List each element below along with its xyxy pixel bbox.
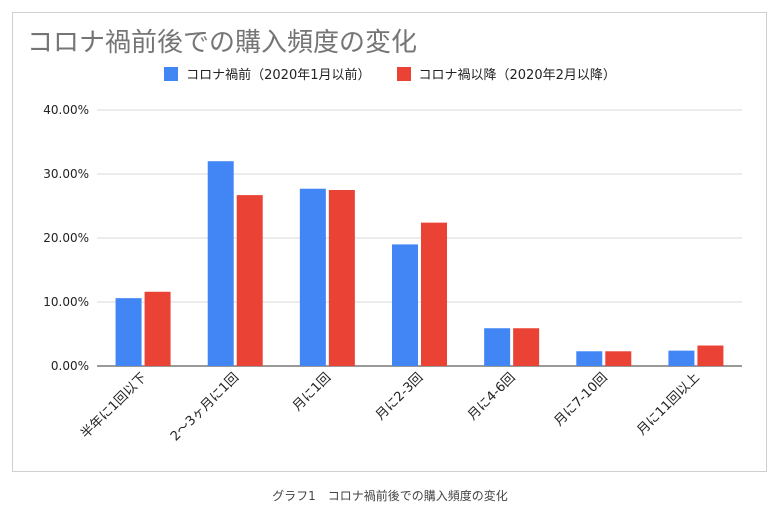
bar-before	[299, 188, 326, 366]
legend-swatch-after	[396, 66, 411, 81]
chart-title: コロナ禍前後での購入頻度の変化	[27, 28, 418, 58]
bar-before	[668, 350, 695, 366]
bar-before	[115, 298, 142, 366]
x-tick-label: 月に2-3回	[373, 370, 426, 423]
x-tick-label: 月に1回	[290, 370, 334, 414]
legend-swatch-before	[164, 66, 179, 81]
bar-after	[605, 351, 632, 366]
bar-after	[513, 328, 540, 366]
bar-after	[144, 291, 171, 366]
legend-item-after: コロナ禍以降（2020年2月以降）	[396, 64, 616, 83]
legend-label-before: コロナ禍前（2020年1月以前）	[186, 68, 371, 83]
bar-before	[576, 351, 603, 366]
bar-after	[236, 195, 263, 366]
y-tick-label: 20.00%	[43, 231, 89, 245]
x-tick-label: 月に11回以上	[634, 370, 702, 438]
bar-after	[697, 345, 724, 366]
legend-label-after: コロナ禍以降（2020年2月以降）	[418, 68, 616, 83]
chart-frame	[12, 12, 767, 472]
chart-legend: コロナ禍前（2020年1月以前） コロナ禍以降（2020年2月以降）	[0, 64, 780, 83]
bar-after	[328, 190, 355, 366]
y-tick-label: 10.00%	[43, 295, 89, 309]
y-tick-label: 0.00%	[51, 359, 89, 373]
bar-before	[207, 161, 234, 366]
x-tick-label: 半年に1回以下	[78, 370, 150, 442]
bar-after	[421, 222, 447, 366]
y-tick-label: 30.00%	[43, 167, 89, 181]
legend-item-before: コロナ禍前（2020年1月以前）	[164, 64, 371, 83]
bar-before	[392, 244, 418, 366]
x-tick-label: 月に7-10回	[552, 370, 611, 429]
x-tick-label: 月に4-6回	[465, 370, 518, 423]
x-tick-label: 2〜3ヶ月に1回	[168, 370, 242, 444]
y-tick-label: 40.00%	[43, 103, 89, 117]
bar-before	[484, 328, 511, 366]
figure-caption: グラフ1 コロナ禍前後での購入頻度の変化	[272, 489, 508, 503]
